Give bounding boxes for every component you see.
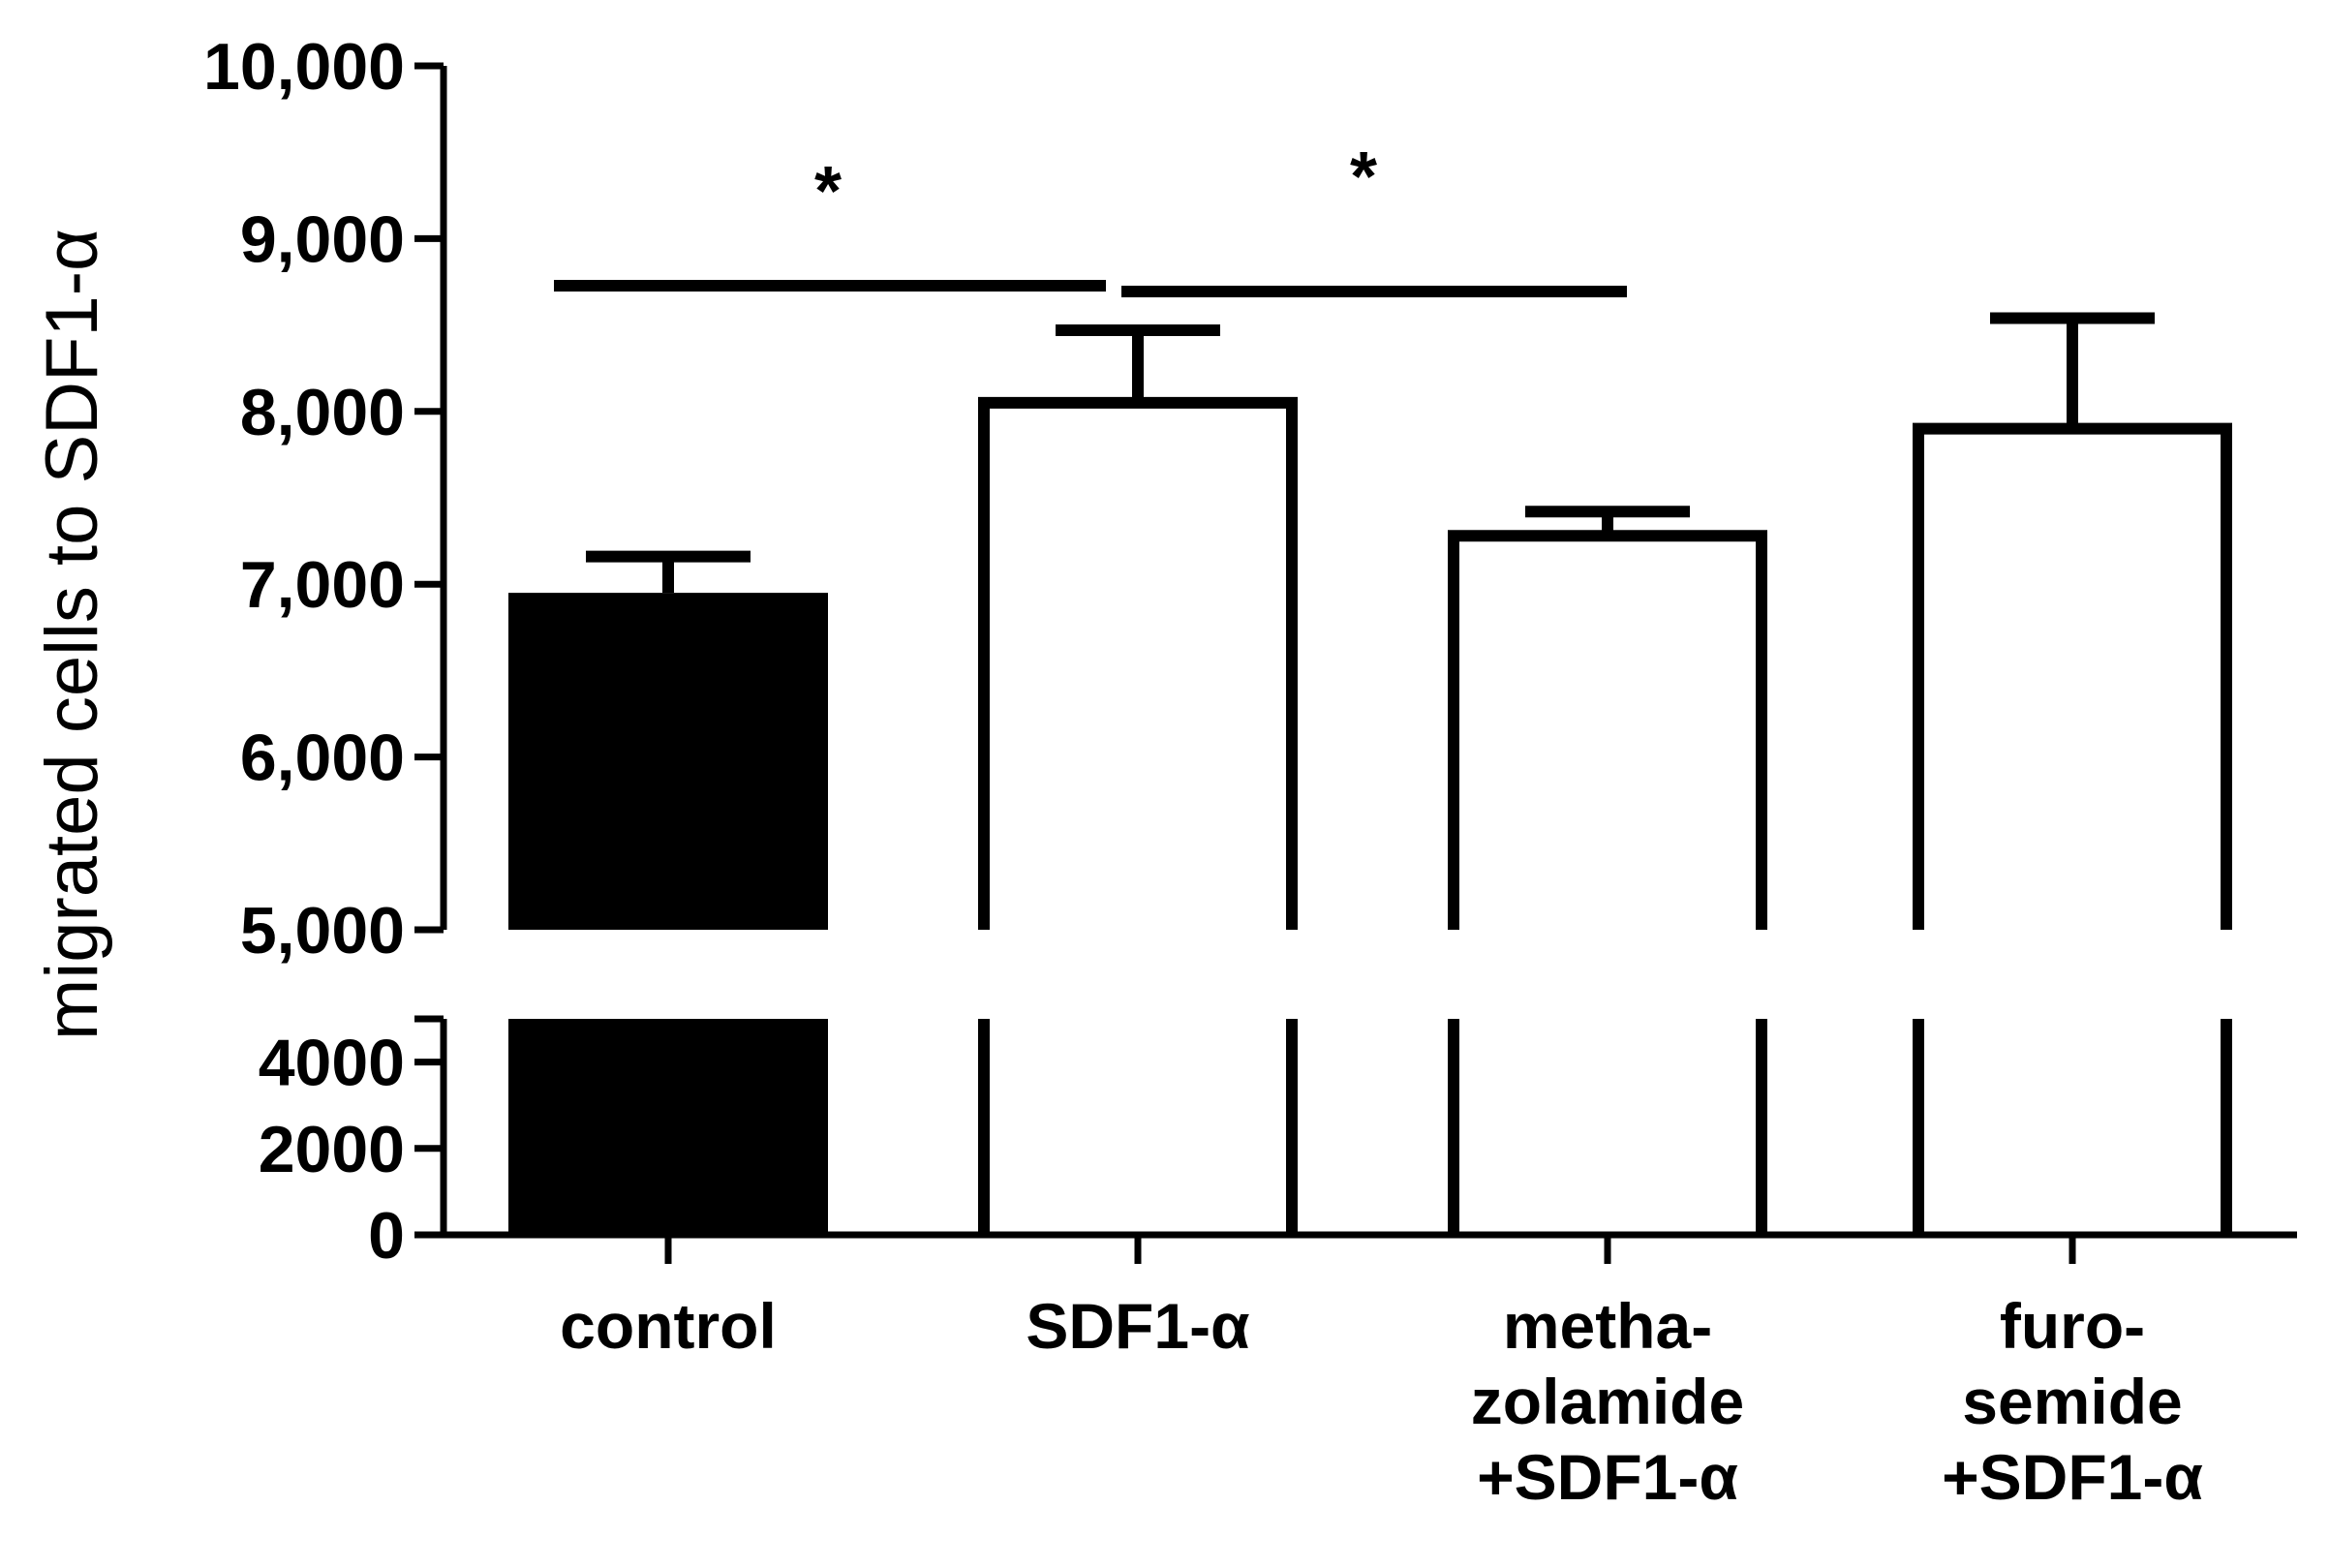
category-label: furo-semide +SDF1-α	[1942, 1290, 2203, 1513]
category-label-line: SDF1-α	[1026, 1290, 1249, 1362]
bar	[1913, 422, 2232, 930]
y-tick-label: 10,000	[203, 30, 405, 104]
y-tick-label: 8,000	[240, 376, 405, 449]
tick-labels: 5,000 6,000 7,000 8,000 9,000 10,000 0 2000 4000	[203, 30, 405, 1273]
category-labels: control SDF1-α metha-zolamide +SDF1-αfuro-s…	[560, 1290, 2203, 1513]
significance-annotations: * *	[554, 138, 1627, 297]
category-label: SDF1-α	[1026, 1290, 1249, 1362]
y-axis-label: migrated cells to SDF1-α	[31, 229, 113, 1040]
category-label: control	[560, 1290, 777, 1362]
category-label-line: metha-	[1503, 1290, 1712, 1362]
error-bars	[586, 312, 2155, 594]
y-tick-label: 4000	[259, 1027, 405, 1100]
y-tick-label: 9,000	[240, 202, 405, 276]
bars	[508, 396, 2232, 1235]
y-tick-label: 2000	[259, 1113, 405, 1186]
y-tick-label: 6,000	[240, 722, 405, 795]
y-tick-label: 0	[368, 1199, 405, 1273]
bar	[978, 396, 1298, 930]
category-label-line: semide	[1962, 1366, 2182, 1437]
category-label-line: zolamide	[1471, 1366, 1744, 1437]
bar	[508, 593, 828, 930]
category-label-line: furo-	[2000, 1290, 2145, 1362]
significance-star: *	[1350, 138, 1377, 216]
bar-lower	[508, 1019, 828, 1235]
y-tick-label: 7,000	[240, 548, 405, 622]
category-label-line: +SDF1-α	[1477, 1441, 1738, 1513]
y-tick-label: 5,000	[240, 894, 405, 968]
category-label-line: control	[560, 1290, 777, 1362]
category-label-line: +SDF1-α	[1942, 1441, 2203, 1513]
bar	[1448, 530, 1767, 930]
category-label: metha-zolamide +SDF1-α	[1471, 1290, 1744, 1513]
significance-star: *	[814, 153, 842, 231]
